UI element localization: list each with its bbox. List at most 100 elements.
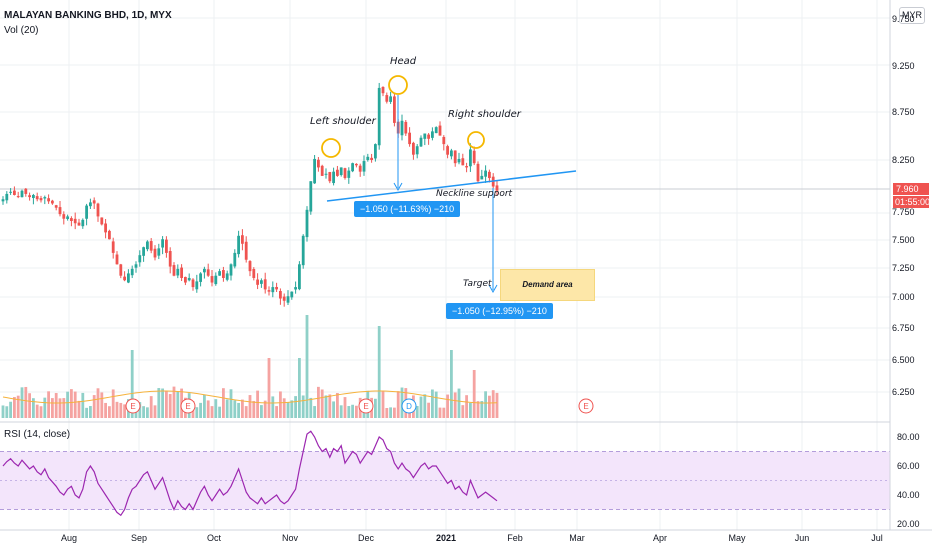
volume-bar <box>51 398 54 418</box>
time-tick: Nov <box>281 533 299 543</box>
volume-bar <box>457 388 461 418</box>
volume-indicator-label[interactable]: Vol (20) <box>4 25 39 36</box>
target-label[interactable]: Target <box>463 279 492 289</box>
candle-body <box>225 273 229 280</box>
rsi-indicator-label[interactable]: RSI (14, close) <box>4 429 71 440</box>
volume-bar <box>343 397 347 418</box>
event-marker-letter: D <box>406 402 412 411</box>
candle-body <box>81 219 85 227</box>
volume-bar <box>465 395 468 418</box>
price-tick: 6.750 <box>892 323 915 333</box>
event-marker <box>125 398 141 414</box>
candle-body <box>195 281 199 290</box>
rsi-tick: 20.00 <box>897 519 920 529</box>
candle-body <box>442 136 446 145</box>
volume-bar <box>332 401 335 418</box>
right-shoulder-circle <box>467 131 485 149</box>
time-tick: Dec <box>357 533 375 543</box>
volume-bar <box>9 401 12 418</box>
volume-bar <box>244 406 248 418</box>
candle-body <box>165 239 168 253</box>
symbol-title[interactable]: MALAYAN BANKING BHD, 1D, MYX <box>4 10 172 21</box>
candle-body <box>127 273 130 283</box>
time-tick: Jun <box>794 533 810 543</box>
neckline-label[interactable]: Neckline support <box>436 189 513 199</box>
measure-label-target[interactable]: −1.050 (−12.95%) −210 <box>446 303 553 319</box>
volume-bar <box>222 388 225 418</box>
volume-bar <box>195 407 199 418</box>
volume-bar <box>108 406 111 418</box>
candle-body <box>1 199 5 202</box>
price-tick: 6.250 <box>892 387 915 397</box>
candle-body <box>339 167 343 176</box>
candle-body <box>381 86 385 94</box>
volume-bar <box>381 391 385 418</box>
candle-body <box>89 202 92 207</box>
candle-body <box>347 170 351 178</box>
volume-bar <box>256 390 259 418</box>
rsi-tick: 40.00 <box>897 490 920 500</box>
volume-bar <box>450 350 453 418</box>
volume-bar <box>85 407 88 418</box>
left-shoulder-label[interactable]: Left shoulder <box>310 116 376 127</box>
candle-body <box>187 277 191 281</box>
candle-body <box>469 149 472 167</box>
demand-area-box[interactable]: Demand area <box>500 269 595 301</box>
volume-bar <box>313 406 316 418</box>
candle-body <box>20 190 24 198</box>
candle-body <box>370 157 373 160</box>
candle-body <box>142 247 145 256</box>
price-tick: 7.750 <box>892 207 915 217</box>
volume-bar <box>461 405 465 418</box>
volume-bar <box>32 398 35 418</box>
volume-bar <box>286 402 290 418</box>
volume-bar <box>241 399 244 418</box>
volume-bar <box>153 405 157 418</box>
grid-lines <box>0 0 890 530</box>
volume-bar <box>176 391 180 418</box>
measure-label-head[interactable]: −1.050 (−11.63%) −210 <box>354 201 461 217</box>
volume-bar <box>385 407 389 418</box>
volume-bar <box>1 405 5 418</box>
last-price-tag: 7.960 <box>893 183 929 195</box>
candle-body <box>161 239 164 248</box>
candle-body <box>279 291 282 299</box>
candle-body <box>324 173 328 175</box>
volume-bar <box>275 406 278 418</box>
currency-button[interactable]: MYR <box>899 7 925 24</box>
volume-bar <box>252 400 256 418</box>
volume-bar <box>438 407 442 418</box>
volume-bar <box>20 387 24 418</box>
head-label[interactable]: Head <box>390 56 417 67</box>
candle-body <box>51 200 54 204</box>
volume-bar <box>96 388 100 418</box>
candle-body <box>263 279 267 290</box>
candle-body <box>377 87 381 146</box>
candle-body <box>9 191 12 193</box>
volume-bar <box>161 388 164 418</box>
volume-bar <box>73 391 77 418</box>
candle-body <box>404 121 408 134</box>
volume-bar <box>442 407 446 418</box>
candle-body <box>241 235 244 244</box>
candle-body <box>210 276 214 283</box>
candle-body <box>24 188 28 194</box>
candle-body <box>374 144 377 159</box>
candle-body <box>275 286 278 290</box>
candle-body <box>70 218 73 221</box>
volume-bar <box>130 350 134 418</box>
candle-body <box>271 287 275 293</box>
right-shoulder-label[interactable]: Right shoulder <box>448 109 521 120</box>
event-marker-letter: E <box>130 402 135 411</box>
candle-body <box>301 235 305 266</box>
volume-bar <box>488 395 491 418</box>
time-tick: Aug <box>60 533 78 543</box>
candle-body <box>168 251 172 267</box>
volume-bar <box>203 394 206 418</box>
candle-body <box>320 165 324 176</box>
event-marker <box>401 398 417 414</box>
candle-body <box>476 163 480 182</box>
volume-bar <box>16 395 20 418</box>
